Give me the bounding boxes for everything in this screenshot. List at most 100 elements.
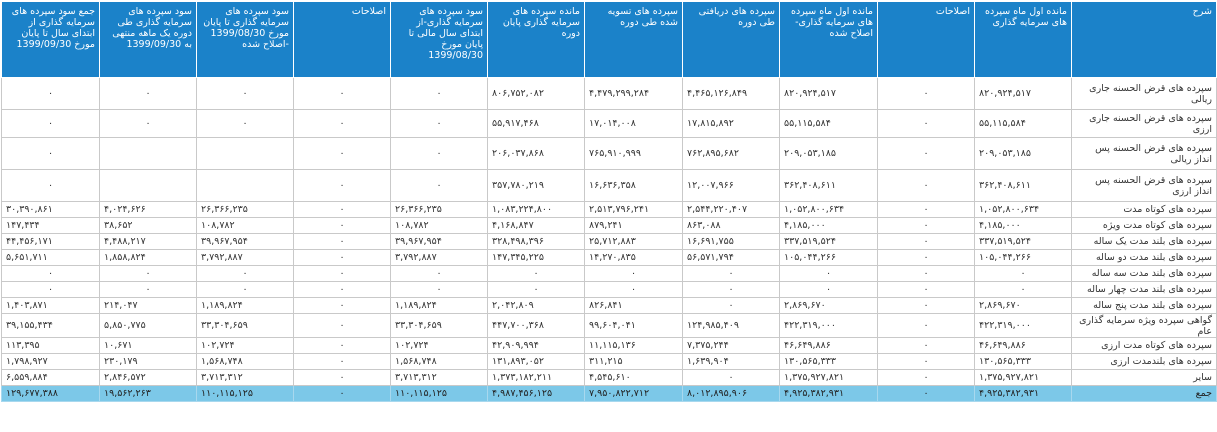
- table-cell: ۳۳,۳۰۴,۶۵۹: [390, 313, 488, 338]
- table-cell: ۹۹,۶۰۴,۰۴۱: [584, 313, 683, 338]
- table-cell: ۴۶,۶۴۹,۸۸۶: [779, 337, 878, 354]
- column-header: جمع سود سپرده های سرمایه گذاری از ابتدای…: [1, 1, 100, 78]
- table-cell: ۱۷,۸۱۵,۸۹۲: [682, 109, 780, 138]
- table-cell: ۰: [390, 281, 488, 298]
- table-cell: ۰: [293, 109, 391, 138]
- table-cell: ۰: [1, 281, 100, 298]
- table-cell: ۰: [293, 313, 391, 338]
- table-cell: ۳۱۱,۲۱۵: [584, 353, 683, 370]
- table-cell: ۰: [293, 281, 391, 298]
- table-cell: ۱۰۸,۷۸۲: [196, 217, 294, 234]
- table-row: سپرده های بلند مدت یک ساله ۳۳۷,۵۱۹,۵۲۴ ۰ ۳۳…: [1, 233, 1217, 250]
- table-cell: ۱۱۳,۳۹۵: [1, 337, 100, 354]
- table-cell: ۴,۴۷۹,۲۹۹,۲۸۴: [584, 77, 683, 110]
- table-row: سپرده های قرض الحسنه جاری ریالی ۸۲۰,۹۲۴,۵…: [1, 77, 1217, 110]
- table-row: سپرده های کوتاه مدت ویژه ۴,۱۸۵,۰۰۰ ۰ ۴,۱۸۵,…: [1, 217, 1217, 234]
- column-header: سود سپرده های سرمایه گذاری تا پایان مورخ…: [196, 1, 294, 78]
- table-cell: ۲,۰۴۲,۸۰۹: [487, 297, 585, 314]
- table-row: سپرده های بلند مدت سه ساله ۰ ۰ ۰ ۰ ۰ ۰ ۰ ۰ ۰ ۰ ۰: [1, 265, 1217, 282]
- row-label: سپرده های بلند مدت یک ساله: [1071, 233, 1217, 250]
- table-cell: ۲۶,۳۶۶,۲۳۵: [390, 201, 488, 218]
- table-row: سپرده های کوتاه مدت ۱,۰۵۲,۸۰۰,۶۳۴ ۰ ۱,۰۵۲,۸…: [1, 201, 1217, 218]
- row-label: سپرده های قرض الحسنه جاری ریالی: [1071, 77, 1217, 110]
- table-cell: ۱۹,۵۶۲,۲۶۳: [99, 385, 197, 402]
- table-row: سپرده های کوتاه مدت ارزی ۴۶,۶۴۹,۸۸۶ ۰ ۴۶,۶۴…: [1, 337, 1217, 354]
- table-cell: ۱۴,۲۷۰,۸۳۵: [584, 249, 683, 266]
- table-cell: ۰: [877, 77, 975, 110]
- deposits-report-table: شرح مانده اول ماه سپرده های سرمایه گذاری ا…: [1, 1, 1217, 402]
- table-cell: ۰: [487, 265, 585, 282]
- table-cell: ۰: [682, 281, 780, 298]
- table-cell: ۰: [779, 265, 878, 282]
- table-cell: ۸۲۶,۸۴۱: [584, 297, 683, 314]
- column-header: اصلاحات: [877, 1, 975, 78]
- table-cell: ۱۲۹,۶۷۷,۳۸۸: [1, 385, 100, 402]
- table-cell: ۳,۷۹۲,۸۸۷: [196, 249, 294, 266]
- table-row: سپرده های بلند مدت چهار ساله ۰ ۰ ۰ ۰ ۰ ۰ ۰ ۰ ۰ ۰ ۰: [1, 281, 1217, 298]
- table-cell: ۰: [877, 281, 975, 298]
- table-cell: ۱۰,۶۷۱: [99, 337, 197, 354]
- table-cell: ۸۷۹,۲۴۱: [584, 217, 683, 234]
- table-cell: ۲۶,۳۶۶,۲۳۵: [196, 201, 294, 218]
- table-cell: ۱۴۷,۳۴۵,۲۲۵: [487, 249, 585, 266]
- table-row: سپرده های قرض الحسنه پس انداز ریالی ۲۰۹,۰…: [1, 137, 1217, 170]
- table-cell: ۰: [1, 109, 100, 138]
- table-cell: ۰: [877, 353, 975, 370]
- table-cell: ۰: [293, 369, 391, 386]
- table-cell: ۴۲۲,۳۱۹,۰۰۰: [779, 313, 878, 338]
- row-label: سپرده های کوتاه مدت ارزی: [1071, 337, 1217, 354]
- table-cell: ۰: [390, 169, 488, 202]
- table-cell: ۱۳۰,۵۶۵,۳۳۳: [974, 353, 1072, 370]
- table-cell: ۱,۴۰۳,۸۷۱: [1, 297, 100, 314]
- table-cell: ۷,۳۷۵,۲۴۴: [682, 337, 780, 354]
- row-label: سپرده های بلند مدت پنج ساله: [1071, 297, 1217, 314]
- table-cell: ۴,۱۸۵,۰۰۰: [974, 217, 1072, 234]
- table-cell: ۰: [1, 265, 100, 282]
- table-row: سپرده های بلند مدت دو ساله ۱۰۵,۰۴۴,۲۶۶ ۰ ۱۰…: [1, 249, 1217, 266]
- row-label: سپرده های بلند مدت دو ساله: [1071, 249, 1217, 266]
- table-cell: ۱,۰۸۳,۲۲۴,۸۰۰: [487, 201, 585, 218]
- header-row: شرح مانده اول ماه سپرده های سرمایه گذاری ا…: [1, 1, 1217, 78]
- table-cell: ۴۲,۹۰۹,۹۹۴: [487, 337, 585, 354]
- table-cell: ۰: [877, 313, 975, 338]
- table-cell: ۰: [293, 337, 391, 354]
- table-cell: ۳۳,۳۰۴,۶۵۹: [196, 313, 294, 338]
- table-cell: ۱,۱۸۹,۸۲۴: [390, 297, 488, 314]
- table-cell: ۱,۵۶۸,۷۴۸: [390, 353, 488, 370]
- table-cell: ۱۶,۶۹۱,۷۵۵: [682, 233, 780, 250]
- table-cell: ۱۲۴,۹۸۵,۴۰۹: [682, 313, 780, 338]
- column-header: مانده اول ماه سپرده های سرمایه گذاری: [974, 1, 1072, 78]
- table-cell: ۰: [1, 137, 100, 170]
- table-cell: ۲,۸۴۶,۵۷۲: [99, 369, 197, 386]
- table-cell: ۰: [877, 337, 975, 354]
- table-cell: ۴,۰۲۴,۶۲۶: [99, 201, 197, 218]
- row-label: جمع: [1071, 385, 1217, 402]
- row-label: سپرده های قرض الحسنه پس انداز ارزی: [1071, 169, 1217, 202]
- table-cell: ۰: [196, 265, 294, 282]
- table-cell: ۰: [293, 217, 391, 234]
- row-label: سایر: [1071, 369, 1217, 386]
- table-cell: ۰: [877, 109, 975, 138]
- table-cell: ۱,۳۷۵,۹۲۷,۸۲۱: [779, 369, 878, 386]
- table-cell: ۲,۵۱۳,۷۹۶,۲۴۱: [584, 201, 683, 218]
- table-cell: ۱,۰۵۲,۸۰۰,۶۳۴: [974, 201, 1072, 218]
- table-cell: ۰: [877, 233, 975, 250]
- table-cell: ۳۶۲,۴۰۸,۶۱۱: [779, 169, 878, 202]
- table-cell: ۳۹,۱۵۵,۴۳۴: [1, 313, 100, 338]
- table-cell: ۷۶۲,۸۹۵,۶۸۲: [682, 137, 780, 170]
- table-cell: ۰: [293, 77, 391, 110]
- table-cell: ۶,۵۵۹,۸۸۴: [1, 369, 100, 386]
- column-header: مانده اول ماه سپرده های سرمایه گذاری- اص…: [779, 1, 878, 78]
- table-cell: ۱۰۸,۷۸۲: [390, 217, 488, 234]
- table-cell: ۴,۱۶۸,۸۴۷: [487, 217, 585, 234]
- column-header: سود سپرده های سرمایه گذاری-از ابتدای سال…: [390, 1, 488, 78]
- row-label: سپرده های کوتاه مدت: [1071, 201, 1217, 218]
- table-cell: ۱,۷۹۸,۹۲۷: [1, 353, 100, 370]
- table-cell: ۳۶۲,۴۰۸,۶۱۱: [974, 169, 1072, 202]
- table-cell: ۲۵,۷۱۲,۸۸۳: [584, 233, 683, 250]
- table-header: شرح مانده اول ماه سپرده های سرمایه گذاری ا…: [1, 1, 1217, 78]
- table-cell: ۲۱۴,۰۴۷: [99, 297, 197, 314]
- table-cell: ۰: [293, 265, 391, 282]
- table-cell: ۸۲۰,۹۲۴,۵۱۷: [974, 77, 1072, 110]
- table-cell: ۲۰۶,۰۳۷,۸۶۸: [487, 137, 585, 170]
